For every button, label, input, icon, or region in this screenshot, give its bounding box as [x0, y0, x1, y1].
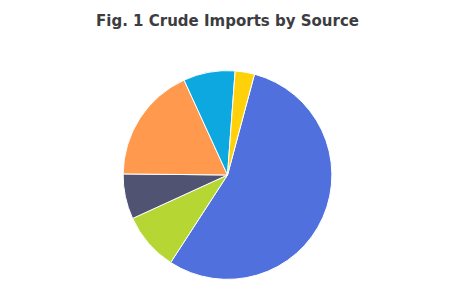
svg-text:Fig. 1 Crude Imports by Source: Fig. 1 Crude Imports by Source	[96, 12, 359, 30]
